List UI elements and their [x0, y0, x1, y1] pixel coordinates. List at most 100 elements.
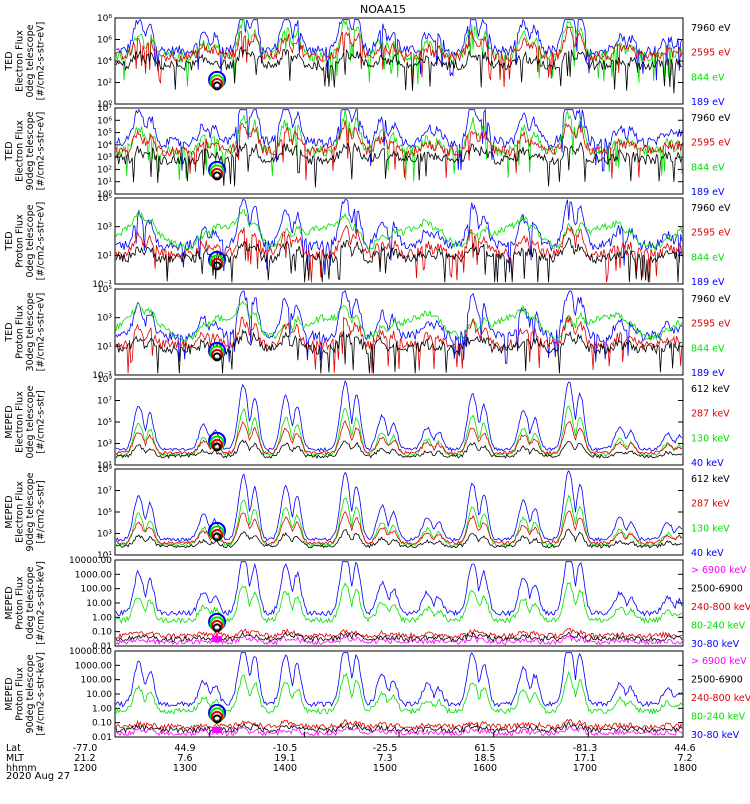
y-tick-label: 100.00 — [81, 676, 113, 686]
y-tick-label: 10000.00 — [69, 647, 112, 657]
series-black-trace — [115, 528, 683, 549]
series-blue-trace — [115, 108, 683, 172]
x-tick-label-lat: -77.0 — [73, 743, 98, 754]
y-tick-label: 1.00 — [92, 613, 112, 623]
legend-entry: 2595 eV — [691, 319, 731, 330]
y-tick-label: 10² — [97, 165, 112, 175]
blob-marker — [212, 442, 222, 452]
y-tick-label: 10⁵ — [97, 508, 112, 518]
series-blue-trace — [115, 289, 683, 364]
y-tick-label: 10¹ — [97, 251, 112, 261]
y-tick-label: 0.01 — [92, 642, 112, 652]
y-tick-label: 10⁷ — [97, 487, 112, 497]
legend-entry: 40 keV — [691, 548, 724, 559]
y-tick-label: 10¹ — [97, 551, 112, 561]
y-tick-label: 10⁶ — [97, 36, 112, 46]
blob-marker — [212, 261, 222, 271]
series-red-trace — [115, 718, 683, 731]
series-black-trace — [115, 141, 683, 188]
legend-entry: 2595 eV — [691, 48, 731, 59]
legend-entry: 189 eV — [691, 368, 725, 379]
series-green-trace — [115, 581, 683, 624]
y-axis-label: 0deg telescope — [25, 24, 36, 97]
y-tick-label: 10⁹ — [97, 375, 112, 385]
series-blue-trace — [115, 652, 683, 708]
y-tick-label: 10.00 — [86, 599, 112, 609]
legend-entry: 80-240 keV — [691, 712, 746, 723]
panel-5: 10¹ 10³ 10⁵ 10⁷ 10⁹ MEPED Electron Flux 0deg te… — [4, 375, 730, 471]
y-tick-label: 10⁰ — [97, 100, 112, 110]
panel-frame — [114, 197, 684, 285]
y-tick-label: 10⁵ — [97, 194, 112, 204]
x-tick-label-hhmm: 1400 — [273, 763, 297, 774]
x-row-label: MLT — [6, 753, 24, 764]
y-tick-label: 10³ — [97, 530, 112, 540]
y-axis-label: Electron Flux — [15, 30, 26, 92]
x-tick-label-hhmm: 1600 — [473, 763, 497, 774]
legend-entry: 30-80 keV — [691, 730, 740, 741]
legend-entry: 2595 eV — [691, 228, 731, 239]
legend-entry: 7960 eV — [691, 113, 731, 124]
y-tick-label: 1.00 — [92, 704, 112, 714]
y-tick-label: 10⁷ — [97, 397, 112, 407]
y-axis-label: Proton Flux — [15, 305, 26, 359]
panel-2: 10⁰ 10¹ 10² 10³ 10⁴ 10⁵ 10⁶ 10⁷ TED Electron Flux… — [4, 104, 731, 200]
x-tick-label-mlt: 19.1 — [274, 753, 295, 764]
date-label: 2020 Aug 27 — [6, 771, 70, 782]
series-green-trace — [115, 18, 683, 87]
x-tick-label-mlt: 21.2 — [74, 753, 95, 764]
x-tick-label-mlt: 7.2 — [677, 753, 692, 764]
y-tick-label: 10³ — [97, 314, 112, 324]
x-tick-label-lat: 44.9 — [174, 743, 195, 754]
legend-entry: > 6900 keV — [691, 565, 747, 576]
y-axis-label: 0deg telescope — [25, 566, 36, 639]
y-axis-label: MEPED — [4, 586, 15, 619]
x-tick-label-mlt: 17.1 — [574, 753, 595, 764]
legend-entry: 189 eV — [691, 97, 725, 108]
x-tick-label-hhmm: 1300 — [173, 763, 197, 774]
series-red-trace — [115, 120, 683, 181]
series-red-trace — [115, 25, 683, 88]
x-tick-label-hhmm: 1800 — [673, 763, 697, 774]
y-tick-label: 10⁹ — [97, 465, 112, 475]
legend-entry: 612 keV — [691, 474, 730, 485]
panel-6: 10¹ 10³ 10⁵ 10⁷ 10⁹ MEPED Electron Flux 90deg t… — [4, 465, 730, 561]
series-black-trace — [115, 439, 683, 459]
panel-7: 0.01 0.10 1.00 10.00 100.00 1000.00 10000.00 ME… — [4, 556, 750, 652]
legend-entry: 7960 eV — [691, 23, 731, 34]
legend-entry: 240-800 keV — [691, 693, 750, 704]
y-axis-label: TED — [4, 141, 15, 161]
y-axis-label: 30deg telescope — [25, 292, 36, 371]
y-tick-label: 10000.00 — [69, 556, 112, 566]
blob-marker — [212, 623, 222, 633]
plot-title: NOAA15 — [360, 3, 406, 16]
series-red-trace — [115, 420, 683, 456]
y-axis-label: Proton Flux — [15, 667, 26, 721]
y-axis-label: [#/cm2-s-str] — [36, 390, 47, 453]
x-tick-label-lat: -81.3 — [573, 743, 598, 754]
blob-marker — [212, 81, 222, 91]
y-axis-label: 90deg telescope — [25, 472, 36, 551]
legend-entry: 2500-6900 — [691, 584, 743, 595]
y-tick-label: 10⁴ — [97, 57, 112, 67]
y-tick-label: 10⁻¹ — [92, 280, 112, 290]
y-axis-label: TED — [4, 51, 15, 71]
y-axis-label: [#/cm2-s-str] — [36, 480, 47, 543]
legend-entry: 80-240 keV — [691, 621, 746, 632]
x-tick-label-lat: 44.6 — [674, 743, 695, 754]
panel-8: 0.01 0.10 1.00 10.00 100.00 1000.00 10000.00 ME… — [4, 647, 750, 743]
legend-entry: 7960 eV — [691, 203, 731, 214]
y-tick-label: 10³ — [97, 153, 112, 163]
y-axis-label: MEPED — [4, 677, 15, 710]
y-tick-label: 1000.00 — [75, 570, 112, 580]
y-axis-label: [#/cm2-s-str-eV] — [36, 112, 47, 191]
blob-marker — [212, 532, 222, 542]
panel-frame — [114, 288, 684, 376]
legend-entry: 240-800 keV — [691, 602, 750, 613]
y-axis-label: [#/cm2-s-str-eV] — [36, 293, 47, 372]
x-row-label: hhmm — [6, 763, 37, 774]
x-axis-group: LatMLThhmm-77.021.2120044.97.61300-10.51… — [6, 732, 697, 774]
legend-entry: 189 eV — [691, 277, 725, 288]
